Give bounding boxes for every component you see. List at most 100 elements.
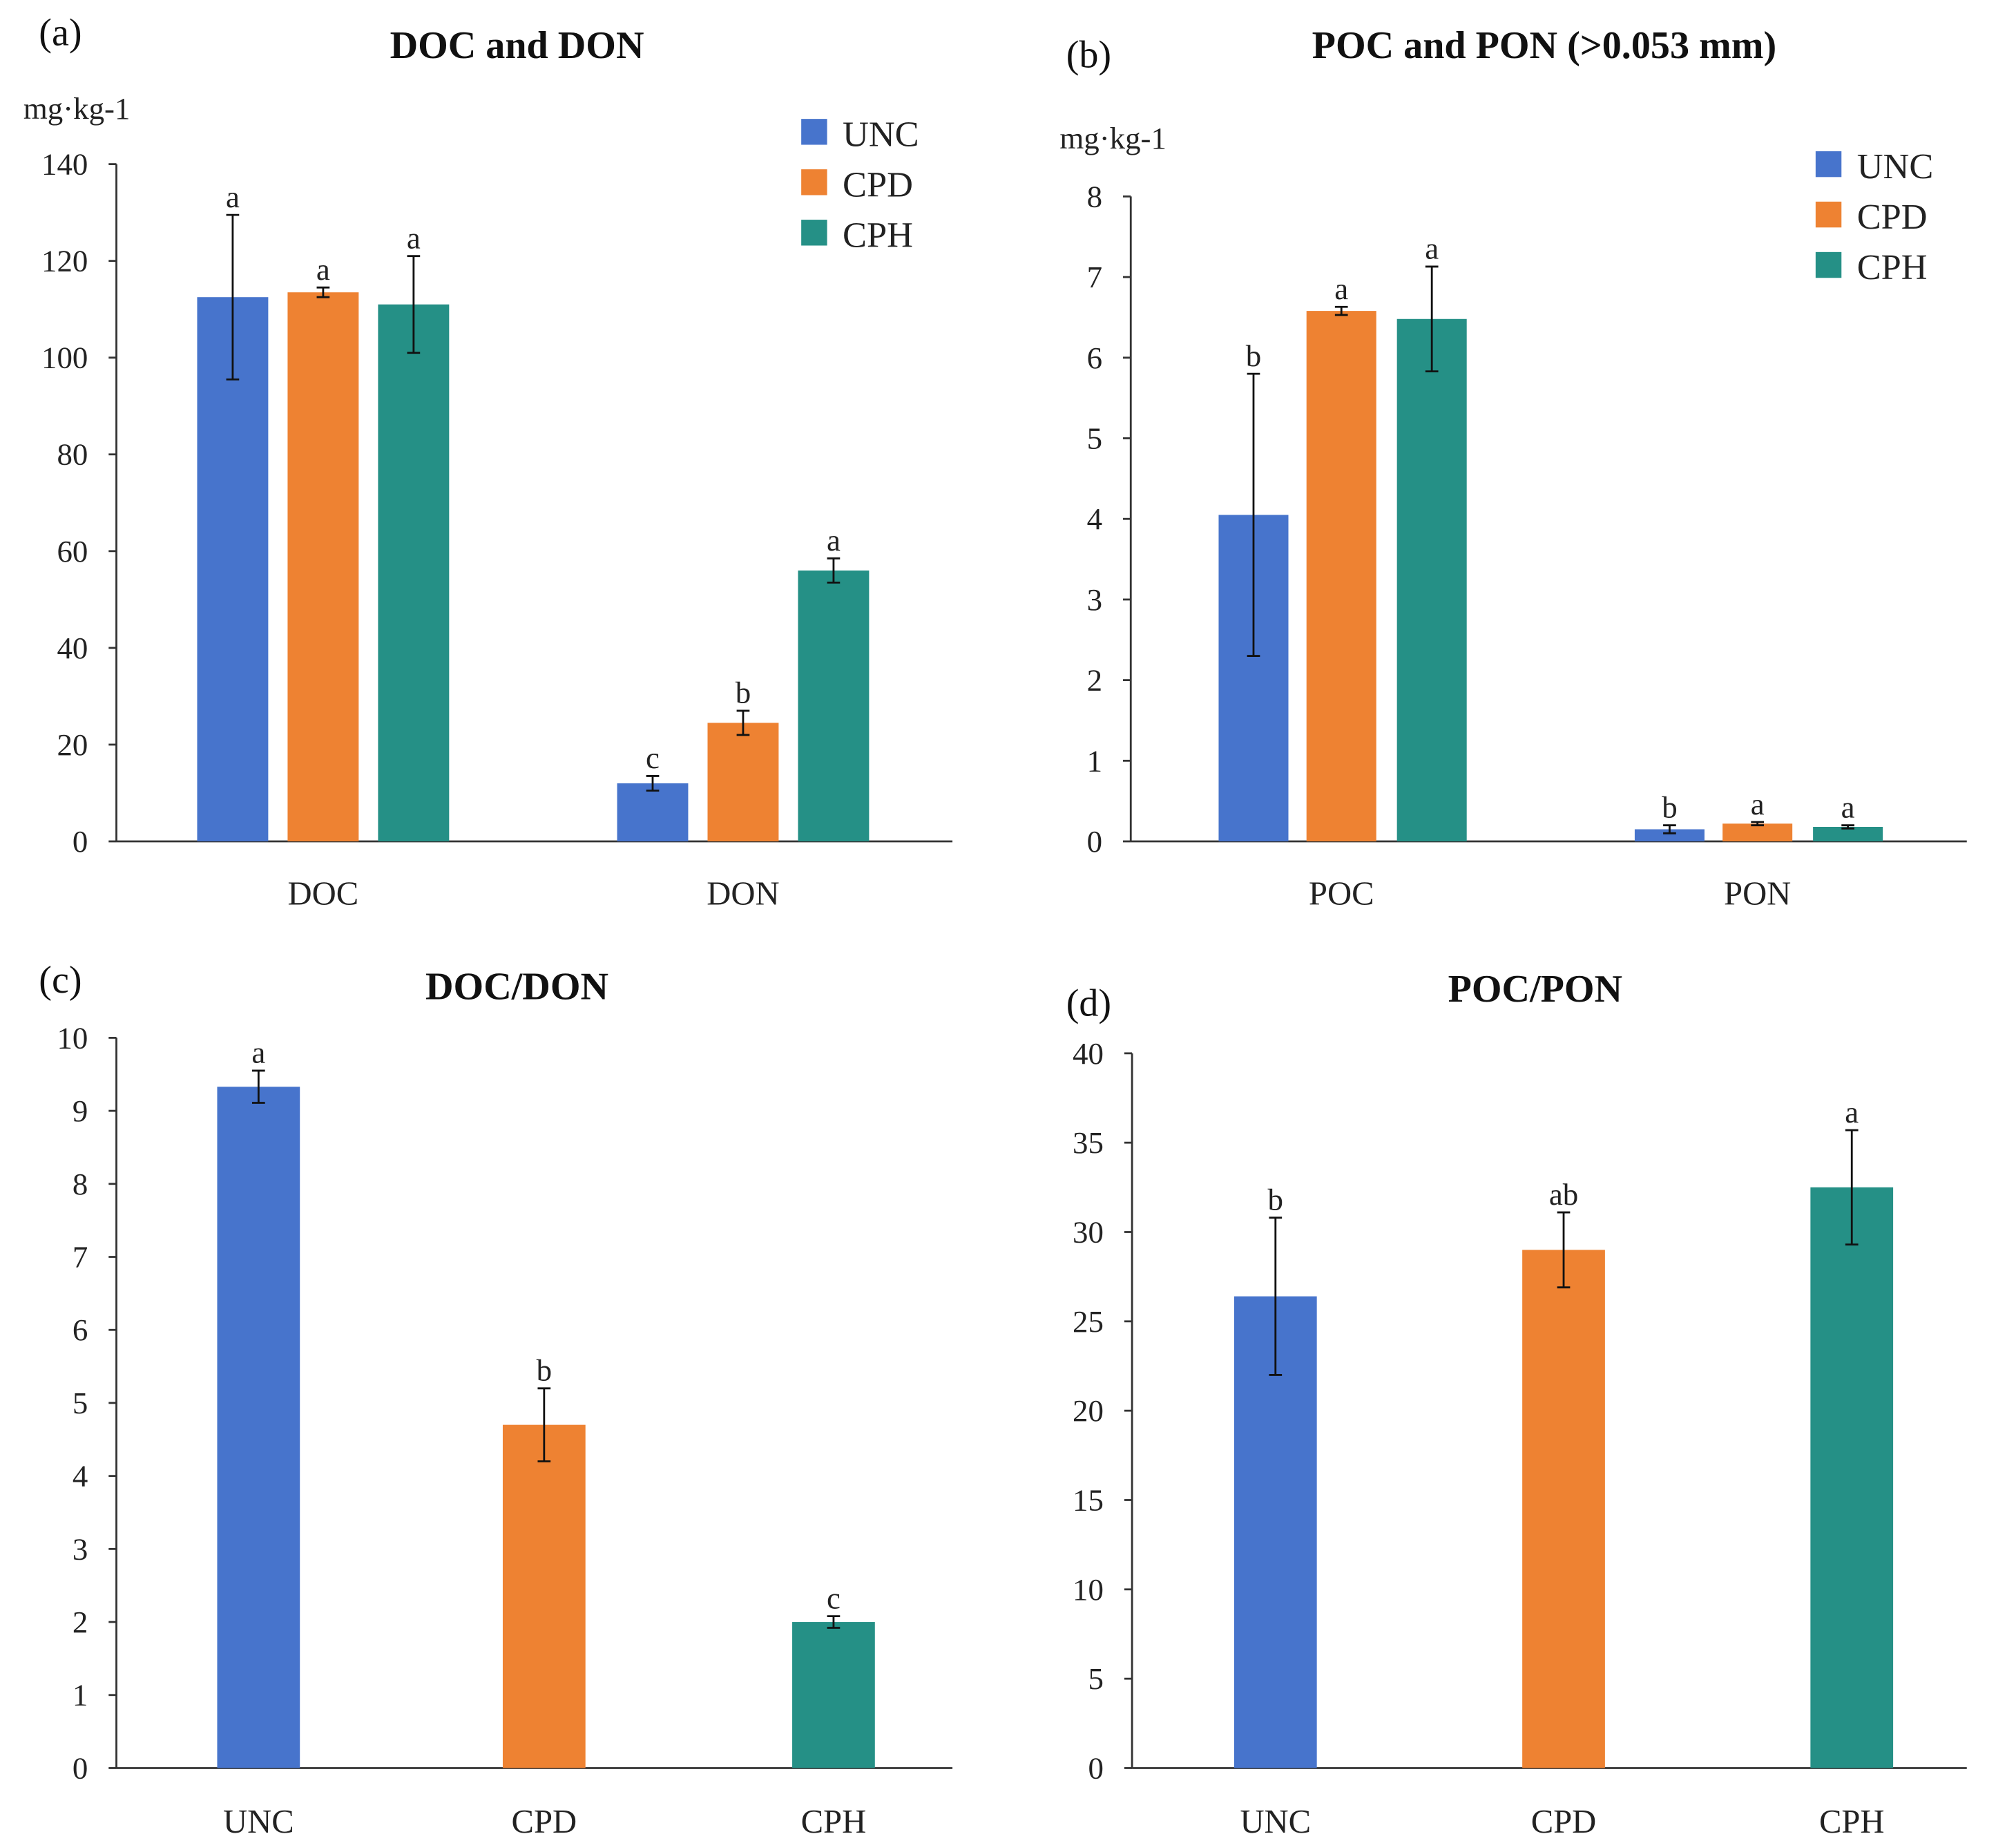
y-tick-label: 5 [1087, 421, 1102, 455]
bar-unc [197, 297, 269, 841]
x-tick-label: CPD [1531, 1803, 1597, 1840]
legend-label: CPD [1857, 197, 1928, 237]
significance-letter: a [1751, 787, 1765, 821]
bar-cpd [287, 292, 359, 842]
legend-swatch-cph [1815, 251, 1842, 278]
panel-label: (b) [1066, 33, 1111, 76]
y-tick-label: 9 [73, 1094, 88, 1128]
legend-label: CPH [1857, 247, 1928, 287]
y-tick-label: 20 [1073, 1393, 1104, 1428]
significance-letter: a [316, 252, 330, 287]
legend-swatch-cpd [801, 169, 827, 195]
y-tick-label: 8 [73, 1167, 88, 1201]
significance-letter: b [1246, 338, 1261, 373]
y-tick-label: 120 [41, 244, 88, 278]
significance-letter: a [1334, 271, 1348, 306]
legend-label: CPH [843, 215, 913, 255]
legend-label: UNC [1857, 146, 1934, 187]
y-tick-label: 140 [41, 147, 88, 182]
x-tick-label: DON [707, 875, 779, 913]
y-axis-unit-a: mg·kg-1 [23, 91, 131, 126]
y-tick-label: 100 [41, 341, 88, 375]
bar-unc [217, 1087, 300, 1768]
y-tick-label: 15 [1073, 1482, 1104, 1517]
x-tick-label: PON [1724, 875, 1791, 913]
y-tick-label: 10 [57, 1020, 88, 1055]
bar-cph [792, 1622, 875, 1768]
significance-letter: a [251, 1035, 265, 1070]
y-tick-label: 2 [1087, 663, 1102, 698]
significance-letter: b [1268, 1183, 1283, 1217]
legend-label: UNC [843, 114, 919, 154]
significance-letter: a [226, 180, 240, 214]
x-tick-label: UNC [223, 1803, 294, 1840]
bar-cpd [1722, 823, 1793, 841]
y-tick-label: 80 [57, 437, 88, 472]
significance-letter: a [827, 523, 841, 557]
y-tick-label: 6 [1087, 341, 1102, 375]
bar-cph [1813, 826, 1883, 841]
y-tick-label: 60 [57, 534, 88, 569]
y-tick-label: 0 [1088, 1750, 1103, 1785]
y-tick-label: 20 [57, 727, 88, 762]
x-tick-label: CPD [512, 1803, 577, 1840]
y-tick-label: 1 [73, 1678, 88, 1712]
y-tick-label: 7 [73, 1239, 88, 1274]
y-axis-unit-b: mg·kg-1 [1059, 121, 1167, 155]
chart-panel-3: (d) POC/PON 0 5 10 15 20 25 30 35 40 UNC CPD CPH b ab a [1066, 968, 1967, 1840]
panel-label: (c) [39, 959, 81, 1002]
bar-cpd [1306, 311, 1376, 841]
chart-panel-0: (a) DOC and DON 0 20 40 60 80 100 120 140 DOC DON a c… [39, 11, 953, 913]
y-tick-label: 5 [1088, 1661, 1103, 1696]
x-tick-label: UNC [1240, 1803, 1311, 1840]
x-tick-label: POC [1309, 875, 1374, 913]
bar-unc [617, 783, 689, 841]
y-tick-label: 6 [73, 1312, 88, 1347]
legend-swatch-unc [1815, 151, 1842, 178]
legend-swatch-cpd [1815, 201, 1842, 228]
chart-title: DOC/DON [425, 965, 608, 1008]
x-tick-label: CPH [801, 1803, 867, 1840]
y-tick-label: 1 [1087, 743, 1102, 778]
y-tick-label: 40 [57, 631, 88, 665]
y-tick-label: 35 [1073, 1125, 1104, 1160]
significance-letter: a [407, 220, 421, 255]
legend-label: CPD [843, 164, 913, 204]
panel-label: (a) [39, 11, 81, 54]
significance-letter: a [1845, 1095, 1859, 1129]
bar-cpd [502, 1424, 586, 1768]
y-tick-label: 30 [1073, 1214, 1104, 1249]
legend-swatch-cph [801, 220, 827, 246]
y-tick-label: 40 [1073, 1036, 1104, 1071]
panel-label: (d) [1066, 982, 1111, 1025]
x-tick-label: DOC [288, 875, 359, 913]
y-tick-label: 7 [1087, 260, 1102, 294]
y-tick-label: 3 [73, 1531, 88, 1566]
significance-letter: b [736, 676, 751, 710]
y-tick-label: 8 [1087, 179, 1102, 213]
y-tick-label: 4 [73, 1459, 88, 1493]
y-tick-label: 0 [73, 824, 88, 859]
bar-unc [1634, 829, 1705, 841]
y-tick-label: 0 [73, 1750, 88, 1785]
y-tick-label: 4 [1087, 502, 1102, 536]
y-tick-label: 10 [1073, 1572, 1104, 1607]
bar-cpd [707, 723, 779, 841]
chart-panel-2: (c) DOC/DON 0 1 2 3 4 5 6 7 8 9 10 UNC CPD CPH a b c [39, 959, 953, 1840]
significance-letter: a [1841, 790, 1855, 824]
significance-letter: ab [1549, 1177, 1578, 1212]
chart-panel-1: (b) POC and PON (>0.053 mm) 0 1 2 3 4 5 6 7 8 POC PO… [1066, 24, 1967, 913]
y-tick-label: 25 [1073, 1304, 1104, 1339]
bar-cph [1396, 318, 1467, 841]
bar-cph [378, 304, 450, 841]
bar-cph [798, 570, 870, 841]
bar-cpd [1522, 1250, 1605, 1768]
legend-swatch-unc [801, 119, 827, 145]
chart-title: POC/PON [1448, 968, 1622, 1011]
y-tick-label: 0 [1087, 824, 1102, 859]
significance-letter: c [646, 741, 660, 775]
y-tick-label: 2 [73, 1605, 88, 1639]
bar-cph [1810, 1187, 1894, 1768]
significance-letter: a [1425, 231, 1439, 266]
